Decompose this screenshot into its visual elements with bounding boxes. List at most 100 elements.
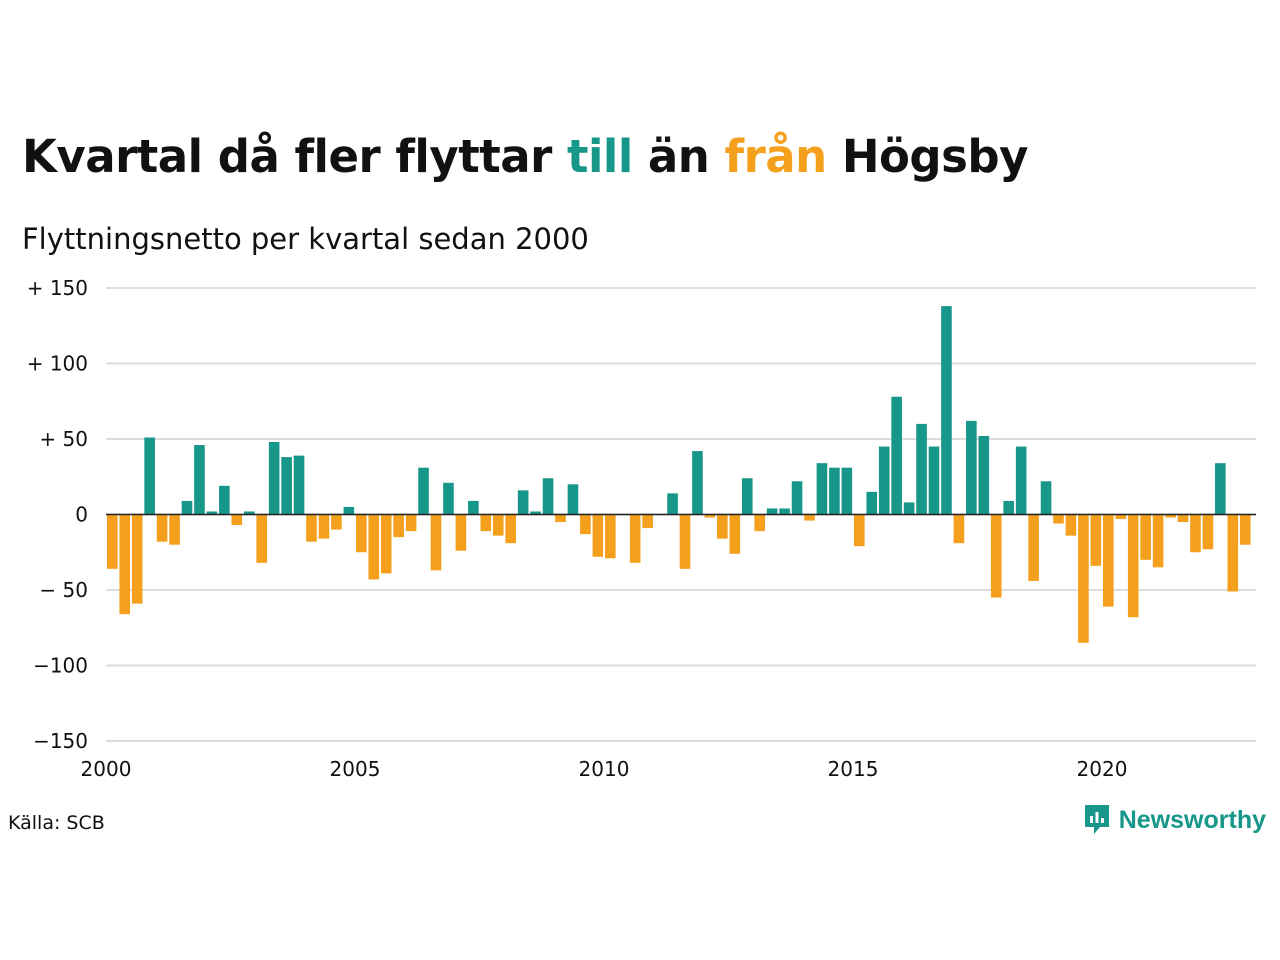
bar — [1202, 514, 1214, 550]
bar — [829, 467, 840, 515]
bar — [1028, 514, 1039, 581]
bar — [754, 514, 765, 532]
bar — [928, 446, 940, 515]
bar — [990, 514, 1002, 598]
chart-subtitle: Flyttningsnetto per kvartal sedan 2000 — [22, 222, 589, 256]
bar — [243, 511, 255, 515]
bar — [1103, 514, 1114, 607]
bar — [1115, 514, 1127, 520]
bar — [492, 514, 504, 536]
bar — [231, 514, 243, 526]
bar — [1239, 514, 1251, 545]
bar — [131, 514, 143, 604]
bar — [181, 500, 193, 515]
x-tick-label: 2010 — [579, 757, 630, 781]
bar — [219, 485, 230, 515]
bar — [1227, 514, 1239, 592]
bar — [380, 514, 392, 574]
x-tick-label: 2000 — [81, 757, 132, 781]
y-tick-label: 0 — [75, 503, 88, 527]
source-note: Källa: SCB — [8, 812, 105, 834]
bar — [741, 478, 753, 515]
bar — [156, 514, 168, 542]
bar — [729, 514, 741, 554]
bar — [816, 463, 828, 515]
bar — [1215, 463, 1226, 515]
bar — [1015, 446, 1027, 515]
title-part-2: än — [632, 130, 725, 183]
bar — [517, 490, 529, 515]
bar — [1065, 514, 1077, 536]
bar — [941, 306, 952, 515]
bar — [1040, 481, 1052, 515]
bar — [1140, 514, 1151, 560]
brand-name: Newsworthy — [1118, 805, 1266, 834]
bar — [717, 514, 728, 539]
bar — [468, 500, 479, 515]
y-tick-label: − 50 — [39, 578, 88, 602]
bar — [580, 514, 591, 535]
x-axis-ticks: 2000 2005 2010 2015 2020 — [81, 757, 1128, 781]
bar — [916, 423, 927, 515]
bar — [966, 420, 977, 515]
bar — [293, 455, 305, 515]
bar — [1078, 514, 1089, 643]
bar — [331, 514, 342, 530]
bar — [1177, 514, 1189, 523]
bar — [206, 511, 218, 515]
bar — [281, 457, 292, 515]
bar — [667, 493, 678, 515]
bar — [1003, 500, 1014, 515]
bar — [144, 437, 155, 515]
bar — [953, 514, 965, 544]
bar — [791, 481, 803, 515]
bar — [542, 478, 554, 515]
bar — [1053, 514, 1064, 524]
bar — [455, 514, 467, 551]
title-keyword-till: till — [566, 130, 633, 183]
bar — [107, 514, 118, 569]
x-tick-label: 2005 — [330, 757, 381, 781]
bar — [318, 514, 330, 539]
y-tick-label: + 50 — [39, 427, 88, 451]
bar — [567, 484, 579, 515]
net-migration-bar-chart: + 150 + 100 + 50 0 − 50 −100 −150 2000 2005 2010… — [27, 276, 1256, 781]
x-tick-label: 2015 — [828, 757, 879, 781]
title-part-3: Högsby — [826, 130, 1029, 183]
newsworthy-logo-icon — [1084, 805, 1109, 834]
bar — [841, 467, 853, 515]
bar — [306, 514, 317, 542]
y-tick-label: −150 — [33, 729, 88, 753]
bar — [393, 514, 404, 538]
bar — [256, 514, 267, 563]
bar — [555, 514, 566, 523]
bar — [891, 396, 902, 515]
bar — [978, 435, 990, 515]
bar — [642, 514, 653, 529]
bar — [704, 514, 716, 518]
bar — [418, 467, 429, 515]
bar — [629, 514, 641, 563]
chart-title: Kvartal då fler flyttar till än från Hög… — [22, 130, 1028, 183]
bar — [779, 508, 790, 515]
title-part-1: Kvartal då fler flyttar — [22, 130, 567, 183]
y-tick-label: + 150 — [27, 276, 88, 300]
bar — [268, 442, 280, 515]
bar — [679, 514, 691, 569]
bar — [854, 514, 865, 547]
bar — [194, 445, 205, 515]
bar — [592, 514, 604, 557]
bar — [866, 491, 878, 515]
y-tick-label: −100 — [33, 654, 88, 678]
bar — [480, 514, 492, 532]
bar — [1190, 514, 1201, 553]
newsworthy-brand[interactable]: Newsworthy — [1083, 803, 1266, 837]
bar — [530, 511, 541, 515]
bar — [1152, 514, 1164, 568]
bar — [692, 451, 703, 515]
bar — [605, 514, 616, 559]
bar — [443, 482, 454, 515]
bar — [169, 514, 180, 545]
bar — [766, 508, 778, 515]
bar — [368, 514, 380, 580]
